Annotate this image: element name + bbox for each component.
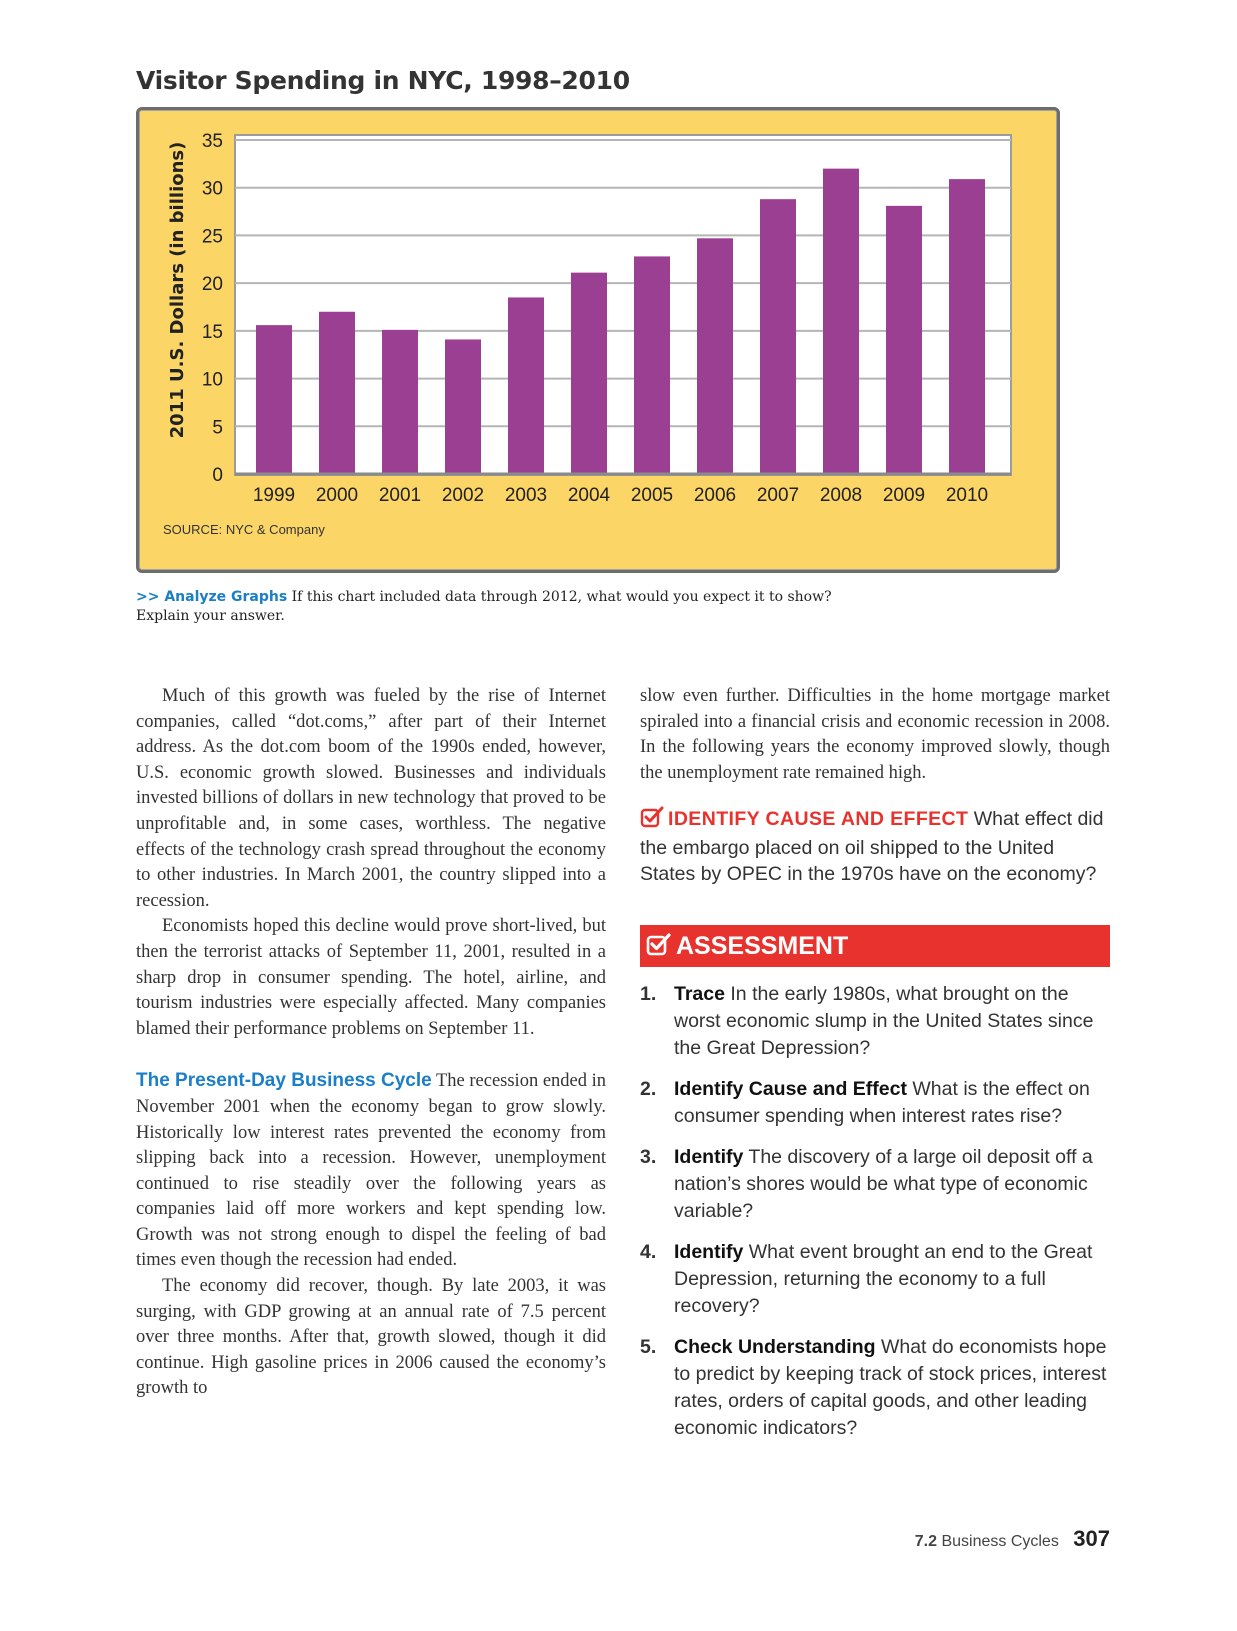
y-axis-label: 2011 U.S. Dollars (in billions) — [167, 142, 188, 439]
y-tick-label: 30 — [202, 179, 223, 200]
item-number: 4. — [640, 1241, 657, 1264]
check-question: IDENTIFY CAUSE AND EFFECT What effect di… — [640, 806, 1110, 887]
assessment-item: 4. Identify What event brought an end to … — [640, 1239, 1110, 1320]
x-tick-label: 2000 — [316, 485, 358, 506]
x-tick-label: 2001 — [379, 485, 421, 506]
page-number: 307 — [1073, 1526, 1110, 1551]
right-column: slow even further. Difficulties in the h… — [640, 684, 1110, 1456]
assessment-list: 1. Trace In the early 1980s, what brought… — [640, 981, 1110, 1442]
paragraph: The economy did recover, though. By late… — [136, 1276, 606, 1399]
page-footer: 7.2 Business Cycles 307 — [915, 1526, 1110, 1552]
y-tick-label: 15 — [202, 322, 223, 343]
item-label: Identify Cause and Effect — [674, 1078, 907, 1101]
item-label: Check Understanding — [674, 1336, 876, 1359]
item-number: 5. — [640, 1336, 657, 1359]
item-number: 3. — [640, 1146, 657, 1169]
bar — [571, 272, 607, 474]
item-text: The discovery of a large oil deposit off… — [674, 1146, 1093, 1223]
paragraph-text: The recession ended in November 2001 whe… — [136, 1071, 607, 1271]
y-tick-label: 35 — [202, 131, 223, 152]
bar — [823, 168, 859, 474]
assessment-item: 3. Identify The discovery of a large oil … — [640, 1144, 1110, 1225]
paragraph: slow even further. Difficulties in the h… — [640, 686, 1110, 783]
x-tick-label: 2008 — [820, 485, 862, 506]
assessment-title: ASSESSMENT — [676, 931, 849, 960]
bar-chart: 2011 U.S. Dollars (in billions) 0 5 10 15 20… — [163, 131, 1012, 537]
bar — [508, 297, 544, 474]
item-text: What event brought an end to the Great D… — [674, 1241, 1093, 1318]
x-tick-label: 2002 — [442, 485, 484, 506]
bar — [949, 179, 985, 474]
figure-caption: >> Analyze Graphs If this chart included… — [136, 588, 836, 626]
plot-area — [234, 134, 1012, 476]
item-text: In the early 1980s, what brought on the … — [674, 983, 1094, 1060]
x-tick-label: 2010 — [946, 485, 988, 506]
x-tick-label: 2003 — [505, 485, 547, 506]
bar — [697, 238, 733, 474]
item-number: 2. — [640, 1078, 657, 1101]
bar — [319, 311, 355, 474]
section-heading: The Present-Day Business Cycle — [136, 1070, 432, 1092]
x-tick-label: 2004 — [568, 485, 611, 506]
y-tick-label: 20 — [202, 274, 223, 295]
paragraph: Economists hoped this decline would prov… — [136, 916, 606, 1039]
caption-lead: >> Analyze Graphs — [136, 589, 288, 605]
assessment-item: 5. Check Understanding What do economists… — [640, 1334, 1110, 1442]
assessment-item: 2. Identify Cause and Effect What is the … — [640, 1076, 1110, 1130]
checkbox-icon — [646, 932, 672, 962]
paragraph: Much of this growth was fueled by the ri… — [136, 686, 606, 911]
left-column: Much of this growth was fueled by the ri… — [136, 684, 606, 1402]
paragraph: The Present-Day Business Cycle The reces… — [136, 1068, 606, 1274]
y-tick-label: 0 — [212, 465, 223, 486]
item-label: Trace — [674, 983, 725, 1006]
x-tick-label: 2005 — [631, 485, 673, 506]
y-tick-label: 25 — [202, 226, 223, 247]
x-tick-label: 2009 — [883, 485, 925, 506]
item-text: What is the effect on consumer spending … — [674, 1078, 1090, 1128]
bar — [760, 199, 796, 474]
bar — [886, 205, 922, 474]
chart-source: SOURCE: NYC & Company — [163, 522, 325, 537]
assessment-item: 1. Trace In the early 1980s, what brought… — [640, 981, 1110, 1062]
checkbox-icon — [640, 806, 664, 835]
bar — [256, 325, 292, 474]
footer-section-number: 7.2 — [914, 1533, 937, 1550]
item-label: Identify — [674, 1241, 744, 1264]
footer-section-title: Business Cycles — [941, 1533, 1059, 1550]
chart-title: Visitor Spending in NYC, 1998–2010 — [136, 66, 630, 95]
x-tick-label: 1999 — [253, 485, 295, 506]
bar — [382, 329, 418, 474]
item-number: 1. — [640, 983, 657, 1006]
check-label: IDENTIFY CAUSE AND EFFECT — [668, 808, 969, 831]
chart-panel: 2011 U.S. Dollars (in billions) 0 5 10 15 20… — [136, 107, 1060, 573]
check-text: What effect did the embargo placed on oi… — [640, 808, 1104, 886]
item-label: Identify — [674, 1146, 744, 1169]
y-tick-label: 5 — [212, 417, 223, 438]
y-tick-label: 10 — [202, 370, 223, 391]
bar — [445, 339, 481, 474]
caption-text: If this chart included data through 2012… — [136, 589, 832, 624]
item-text: What do economists hope to predict by ke… — [674, 1336, 1107, 1440]
assessment-header: ASSESSMENT — [640, 925, 1110, 968]
x-tick-label: 2007 — [757, 485, 799, 506]
bar — [634, 256, 670, 474]
x-tick-label: 2006 — [694, 485, 736, 506]
